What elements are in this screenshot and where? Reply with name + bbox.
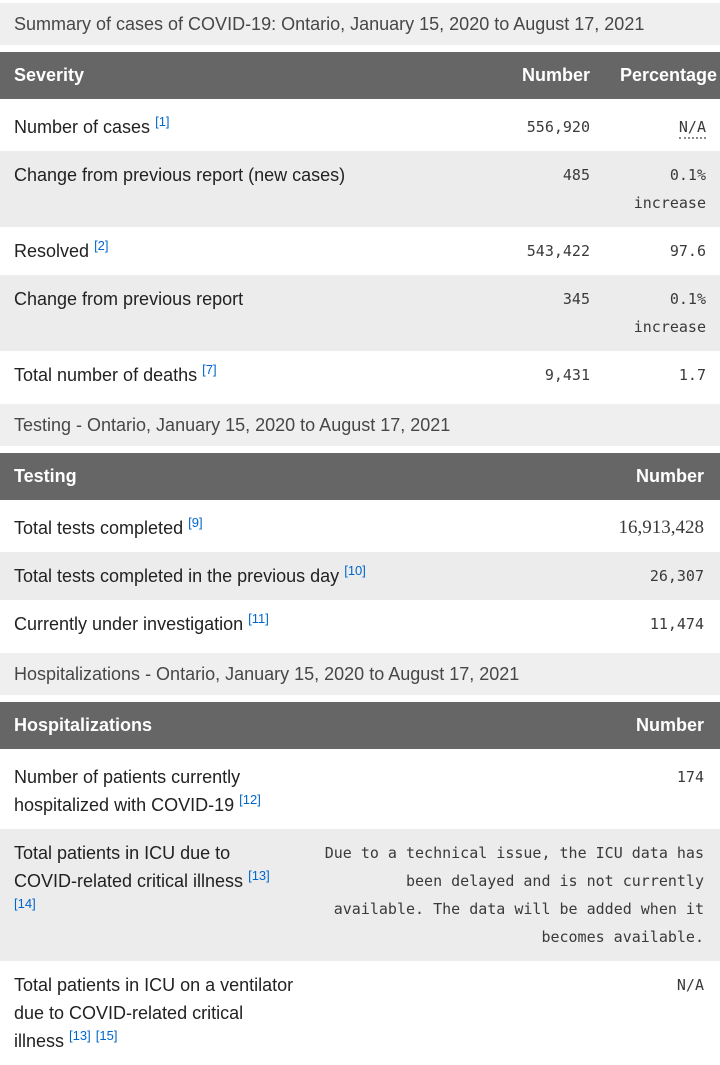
row-label: Change from previous report (new cases) (0, 151, 446, 227)
row-label-text: Total patients in ICU due to COVID-relat… (14, 843, 244, 891)
footnote-sup: [13] (69, 1028, 91, 1043)
column-header-number: Number (446, 52, 606, 103)
table-row: Change from previous report 345 0.1% incre… (0, 275, 720, 351)
footnote-link[interactable]: [15] (95, 1028, 118, 1043)
row-label-text: Total number of deaths (14, 365, 198, 385)
footnote-sup: [10] (344, 563, 366, 578)
section-title-cases: Summary of cases of COVID-19: Ontario, J… (0, 3, 720, 45)
footnote-link[interactable]: [13] (69, 1028, 91, 1043)
row-label: Total tests completed in the previous da… (0, 552, 510, 600)
testing-table: Testing Number Total tests completed [9]… (0, 453, 720, 648)
row-label-text: Total tests completed (14, 518, 184, 538)
footnote-sup: [13] (248, 868, 270, 883)
hospitalizations-table: Hospitalizations Number Number of patien… (0, 702, 720, 1065)
table-row: Total patients in ICU on a ventilator du… (0, 961, 720, 1065)
row-label: Number of cases [1] (0, 101, 446, 151)
number-cell: Due to a technical issue, the ICU data h… (324, 844, 704, 946)
table-row: Total number of deaths [7] 9,431 1.7 (0, 351, 720, 399)
table-row: Total tests completed in the previous da… (0, 552, 720, 600)
number-cell: 485 (562, 166, 590, 184)
footnote-link[interactable]: [7] (202, 362, 217, 377)
percentage-cell: 1.7 (678, 366, 706, 384)
footnote-sup: [15] (96, 1028, 118, 1043)
row-label: Total patients in ICU due to COVID-relat… (0, 829, 302, 961)
footnote-link[interactable]: [12] (239, 792, 261, 807)
footnote-sup: [12] (239, 792, 261, 807)
footnote-sup: [2] (94, 238, 108, 253)
percentage-cell: 97.6 (669, 242, 706, 260)
section-title-hospitalizations: Hospitalizations - Ontario, January 15, … (0, 653, 720, 695)
row-label: Total tests completed [9] (0, 502, 510, 552)
table-row: Resolved [2] 543,422 97.6 (0, 227, 720, 275)
number-cell: 345 (562, 290, 590, 308)
not-applicable-abbr[interactable]: N/A (678, 118, 706, 139)
footnote-link[interactable]: [13] (248, 868, 270, 883)
row-label-text: Total tests completed in the previous da… (14, 566, 340, 586)
table-row: Total tests completed [9] 16,913,428 (0, 502, 720, 552)
column-header-testing: Testing (0, 453, 510, 504)
number-cell: 174 (676, 768, 704, 786)
footnote-link[interactable]: [9] (188, 515, 203, 530)
hospitalizations-header-row: Hospitalizations Number (0, 702, 720, 753)
percentage-cell: 0.1% increase (633, 166, 706, 212)
row-label-text: Total patients in ICU on a ventilator du… (14, 975, 294, 1051)
row-label: Change from previous report (0, 275, 446, 351)
column-header-percentage: Percentage (606, 52, 720, 103)
table-row: Currently under investigation [11] 11,474 (0, 600, 720, 648)
table-row: Change from previous report (new cases) 4… (0, 151, 720, 227)
row-label: Resolved [2] (0, 227, 446, 275)
table-row: Number of patients currently hospitalize… (0, 751, 720, 829)
footnote-link[interactable]: [10] (344, 563, 366, 578)
footnote-sup: [7] (202, 362, 216, 377)
footnote-sup: [1] (155, 114, 169, 129)
section-title-testing: Testing - Ontario, January 15, 2020 to A… (0, 404, 720, 446)
row-label-text: Number of cases (14, 117, 151, 137)
column-header-number: Number (510, 453, 720, 504)
number-cell: 543,422 (526, 242, 590, 260)
row-label-text: Currently under investigation (14, 614, 244, 634)
footnote-sup: [9] (188, 515, 202, 530)
testing-header-row: Testing Number (0, 453, 720, 504)
percentage-cell: 0.1% increase (633, 290, 706, 336)
footnote-sup: [14] (14, 896, 36, 911)
row-label-text: Number of patients currently hospitalize… (14, 767, 241, 815)
row-label: Currently under investigation [11] (0, 600, 510, 648)
footnote-link[interactable]: [1] (155, 114, 170, 129)
row-label: Total patients in ICU on a ventilator du… (0, 961, 302, 1065)
table-row: Number of cases [1] 556,920 N/A (0, 101, 720, 151)
number-cell: 556,920 (526, 118, 590, 136)
number-cell: 9,431 (544, 366, 590, 384)
row-label-text: Change from previous report (new cases) (14, 165, 346, 185)
row-label: Number of patients currently hospitalize… (0, 751, 302, 829)
footnote-link[interactable]: [2] (94, 238, 109, 253)
row-label-text: Change from previous report (14, 289, 244, 309)
number-cell: 26,307 (649, 567, 704, 585)
row-label-text: Resolved (14, 241, 90, 261)
severity-table: Severity Number Percentage Number of cas… (0, 52, 720, 399)
number-cell: N/A (676, 976, 704, 994)
severity-header-row: Severity Number Percentage (0, 52, 720, 103)
table-row: Total patients in ICU due to COVID-relat… (0, 829, 720, 961)
column-header-severity: Severity (0, 52, 446, 103)
number-cell: 16,913,428 (618, 517, 705, 538)
column-header-hospitalizations: Hospitalizations (0, 702, 302, 753)
footnote-sup: [11] (248, 611, 269, 626)
footnote-link[interactable]: [11] (248, 611, 269, 626)
percentage-cell: N/A (606, 101, 720, 151)
row-label: Total number of deaths [7] (0, 351, 446, 399)
column-header-number: Number (302, 702, 720, 753)
number-cell: 11,474 (649, 615, 704, 633)
footnote-link[interactable]: [14] (14, 896, 36, 911)
